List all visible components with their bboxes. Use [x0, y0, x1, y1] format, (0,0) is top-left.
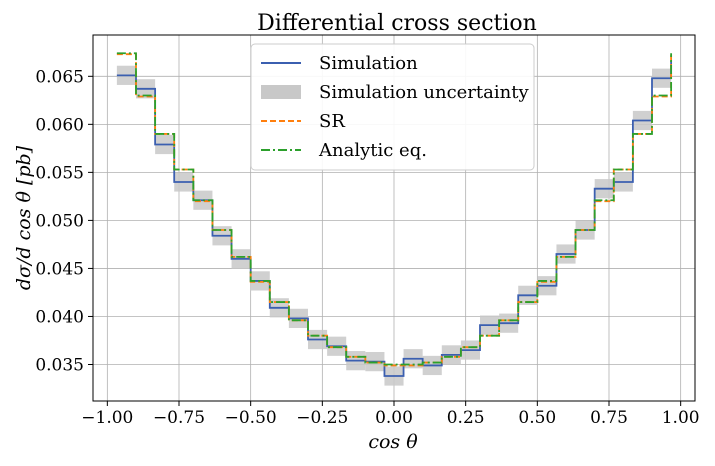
series-analytic-eq — [116, 52, 673, 366]
x-tick-label: −0.50 — [225, 408, 277, 428]
y-tick-label: 0.065 — [35, 67, 84, 87]
legend-box — [250, 43, 535, 171]
x-tick-label: −1.00 — [81, 408, 133, 428]
x-tick-label: 0.50 — [518, 408, 556, 428]
x-tick-label: 1.00 — [662, 408, 700, 428]
x-axis-ticks: −1.00 −0.75 −0.50 −0.25 0.00 0.25 0.50 0.75 1.00 — [81, 401, 700, 428]
y-tick-label: 0.045 — [35, 259, 84, 279]
chart-title: Differential cross section — [257, 11, 537, 36]
series-lines — [116, 52, 673, 377]
x-axis-label: cos θ — [368, 431, 418, 453]
x-tick-label: 0.25 — [447, 408, 485, 428]
x-tick-label: −0.75 — [153, 408, 205, 428]
y-tick-label: 0.035 — [35, 355, 84, 375]
uncertainty-band — [116, 65, 672, 386]
y-tick-label: 0.050 — [35, 211, 84, 231]
legend-swatch-uncertainty — [261, 85, 301, 99]
y-tick-label: 0.060 — [35, 115, 84, 135]
legend-label-sr: SR — [319, 111, 345, 132]
y-axis-label: dσ/d cos θ [pb] — [13, 145, 35, 290]
legend-label-analytic: Analytic eq. — [318, 140, 427, 161]
x-tick-label: −0.25 — [296, 408, 348, 428]
x-tick-label: 0.75 — [590, 408, 628, 428]
y-tick-label: 0.040 — [35, 307, 84, 327]
y-tick-label: 0.055 — [35, 163, 84, 183]
x-tick-label: 0.00 — [375, 408, 413, 428]
legend: Simulation Simulation uncertainty SR Ana… — [250, 43, 535, 171]
y-axis-ticks: 0.035 0.040 0.045 0.050 0.055 0.060 0.065 — [35, 67, 93, 375]
legend-label-simulation: Simulation — [319, 53, 418, 74]
legend-label-uncertainty: Simulation uncertainty — [319, 82, 529, 103]
